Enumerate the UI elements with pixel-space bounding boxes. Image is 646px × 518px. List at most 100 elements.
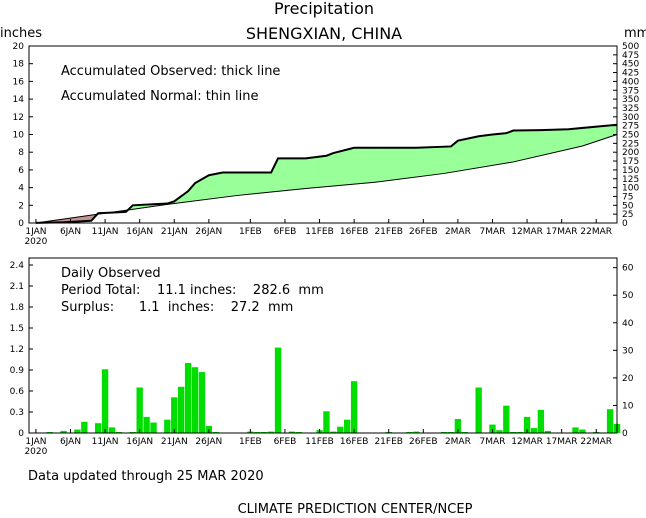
x-tick-label: 21FEB	[374, 437, 403, 447]
chart-subtitle: SHENGXIAN, CHINA	[246, 24, 402, 43]
x-tick-label: 6FEB	[274, 437, 297, 447]
right-tick-label: 100	[622, 184, 639, 194]
right-tick-label: 275	[622, 122, 639, 132]
x-tick-label: 1FEB	[239, 437, 262, 447]
x-tick-label: 16JAN	[126, 437, 153, 447]
x-tick-label: 22MAR	[580, 437, 612, 447]
daily-bars-layer	[46, 347, 621, 433]
right-tick-label: 75	[622, 192, 633, 202]
left-tick-label: 6	[18, 166, 24, 176]
daily-precip-bar	[496, 430, 503, 433]
x-tick-label: 7MAR	[480, 227, 506, 237]
x-tick-label: 12MAR	[511, 437, 543, 447]
surplus: Surplus: 1.1 inches: 27.2 mm	[61, 300, 293, 315]
accumulated-fill-layer	[35, 124, 618, 224]
x-tick-label: 26FEB	[409, 437, 438, 447]
daily-precip-bar	[537, 409, 545, 433]
daily-precip-bar	[108, 427, 116, 433]
left-tick-label: 8	[18, 148, 24, 158]
x-tick-label: 2MAR	[445, 437, 471, 447]
x-tick-label: 22MAR	[580, 227, 612, 237]
right-tick-label: 150	[622, 166, 639, 176]
stats-title: Daily Observed	[61, 266, 161, 281]
x-tick-label: 11JAN	[92, 437, 119, 447]
right-tick-label: 40	[622, 319, 634, 329]
daily-precip-bar	[184, 363, 192, 433]
right-tick-label: 20	[622, 374, 634, 384]
x-tick-label: 17MAR	[546, 437, 578, 447]
accumulated-x-axis: 1JAN 6JAN 11JAN 16JAN 21JAN 26JAN 1FEB 6FEB 11FE…	[24, 219, 612, 247]
x-tick-label: 6JAN	[60, 437, 81, 447]
footer-credit: CLIMATE PREDICTION CENTER/NCEP	[238, 502, 473, 517]
daily-precip-bar	[523, 416, 531, 433]
daily-precip-bar	[101, 369, 109, 433]
legend-normal: Accumulated Normal: thin line	[61, 89, 259, 104]
right-tick-label: 225	[622, 139, 639, 149]
right-tick-label: 475	[622, 51, 639, 61]
x-tick-label: 6FEB	[274, 227, 297, 237]
right-tick-label: 375	[622, 86, 639, 96]
daily-precip-bar	[330, 431, 337, 433]
right-tick-label: 50	[622, 201, 634, 211]
daily-precip-bar	[475, 387, 482, 433]
right-tick-label: 50	[622, 291, 634, 301]
right-tick-label: 450	[622, 60, 639, 70]
left-tick-label: 2	[18, 201, 24, 211]
x-tick-label: 1JAN	[25, 227, 46, 237]
right-tick-label: 175	[622, 157, 639, 167]
daily-precip-bar	[178, 386, 185, 433]
daily-precip-bar	[572, 427, 579, 433]
daily-precip-bar	[150, 422, 157, 433]
left-unit-label: inches	[0, 26, 42, 41]
right-tick-label: 0	[622, 219, 628, 229]
daily-right-axis: 0 10 20 30 40 50 60	[613, 264, 634, 439]
right-tick-label: 60	[622, 264, 634, 274]
daily-precip-bar	[323, 411, 330, 433]
left-tick-label: 12	[13, 113, 24, 123]
daily-precip-bar	[60, 430, 67, 433]
right-tick-label: 425	[622, 69, 639, 79]
x-tick-label: 21JAN	[161, 437, 188, 447]
x-year-label: 2020	[24, 237, 47, 247]
daily-panel-frame	[28, 257, 618, 434]
left-tick-label: 0.3	[10, 408, 24, 418]
x-tick-label: 16JAN	[126, 227, 153, 237]
updated-text: Data updated through 25 MAR 2020	[28, 469, 264, 484]
x-tick-label: 21FEB	[374, 227, 403, 237]
right-tick-label: 250	[622, 131, 639, 141]
x-tick-label: 1JAN	[25, 437, 46, 447]
x-tick-label: 1FEB	[239, 227, 262, 237]
left-tick-label: 10	[13, 131, 25, 141]
right-tick-label: 10	[622, 401, 634, 411]
chart-title: Precipitation	[274, 0, 374, 18]
accumulated-left-axis: 0 2 4 6 8 10 12 14 16 18 20	[13, 42, 33, 229]
daily-precip-bar	[191, 367, 199, 433]
daily-precip-bar	[503, 405, 510, 433]
daily-panel: 00.30.60.91.21.51.82.12.4 0102030405060 …	[10, 257, 634, 457]
accumulated-lines-layer	[35, 123, 618, 224]
observed-accumulated-line	[35, 123, 618, 224]
left-tick-label: 1.8	[10, 303, 25, 313]
normal-accumulated-line	[35, 134, 618, 224]
daily-precip-bar	[489, 424, 496, 433]
right-tick-label: 500	[622, 42, 639, 52]
right-tick-label: 200	[622, 148, 639, 158]
left-tick-label: 0.6	[10, 387, 25, 397]
daily-precip-bar	[337, 426, 344, 433]
daily-precip-bar	[81, 421, 88, 433]
x-tick-label: 26FEB	[409, 227, 438, 237]
x-tick-label: 11FEB	[305, 227, 334, 237]
x-tick-label: 6JAN	[60, 227, 81, 237]
right-tick-label: 30	[622, 346, 634, 356]
right-tick-label: 25	[622, 210, 633, 220]
left-tick-label: 0	[18, 219, 24, 229]
period-total: Period Total: 11.1 inches: 282.6 mm	[61, 283, 324, 298]
daily-precip-bar	[344, 419, 351, 433]
left-tick-label: 2.1	[10, 282, 24, 292]
daily-left-axis: 0 0.3 0.6 0.9 1.2 1.5 1.8 2.1 2.4	[10, 261, 33, 439]
left-tick-label: 16	[13, 77, 25, 87]
left-tick-label: 0.9	[10, 366, 25, 376]
right-tick-label: 0	[622, 429, 628, 439]
daily-precip-bar	[288, 431, 296, 433]
